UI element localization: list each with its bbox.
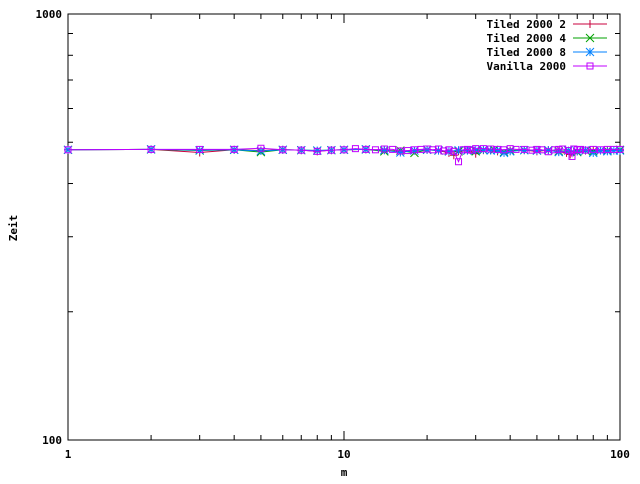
data-point-series-4: [589, 145, 597, 153]
data-point-series-4: [257, 144, 265, 152]
x-tick-label: 10: [337, 448, 350, 461]
data-point-series-4: [582, 146, 590, 154]
legend-label: Vanilla 2000: [487, 60, 566, 73]
data-point-series-4: [520, 145, 528, 153]
data-point-series-4: [435, 145, 443, 153]
data-point-series-4: [459, 146, 467, 154]
data-point-series-4: [371, 146, 379, 154]
data-point-series-4: [479, 145, 487, 153]
data-point-series-4: [445, 146, 453, 154]
data-point-series-4: [230, 145, 238, 153]
data-point-series-4: [538, 146, 546, 154]
series-layer: [63, 144, 625, 166]
data-point-series-4: [313, 147, 321, 155]
data-point-series-4: [533, 145, 541, 153]
x-tick-label: 1: [65, 448, 72, 461]
y-axis-ticks: 100 1000: [36, 8, 620, 447]
data-point-series-4: [380, 145, 388, 153]
series-line-4: [67, 147, 620, 164]
data-point-series-4: [147, 145, 155, 153]
data-point-series-4: [555, 145, 563, 153]
data-point-series-4: [512, 145, 520, 153]
y-tick-label: 1000: [36, 8, 63, 21]
plot-frame: [67, 13, 621, 441]
data-point-series-4: [487, 145, 495, 153]
data-point-series-4: [463, 145, 471, 153]
data-point-series-4: [597, 146, 605, 154]
data-point-series-4: [64, 146, 72, 154]
data-point-series-4: [396, 147, 404, 155]
data-point-series-4: [362, 145, 370, 153]
x-tick-label: 100: [610, 448, 630, 461]
data-point-series-4: [577, 145, 585, 153]
data-point-series-4: [472, 145, 480, 153]
data-point-series-4: [389, 145, 397, 153]
x-axis-ticks: 1 10 100: [65, 14, 630, 461]
data-point-series-4: [404, 147, 412, 155]
x-axis-label: m: [341, 466, 348, 479]
legend-label: Tiled 2000 4: [487, 32, 567, 45]
data-point-series-4: [551, 146, 559, 154]
legend-label: Tiled 2000 2: [487, 18, 566, 31]
data-point-series-4: [564, 147, 572, 155]
data-point-series-4: [455, 158, 463, 166]
legend-marker: [586, 20, 594, 28]
y-tick-label: 100: [42, 434, 62, 447]
data-point-series-4: [327, 146, 335, 154]
data-point-series-4: [568, 152, 576, 160]
data-point-series-4: [468, 146, 476, 154]
data-point-series-1: [449, 151, 458, 160]
data-point-series-4: [616, 145, 624, 153]
y-axis-label: Zeit: [7, 215, 20, 242]
data-point-series-4: [351, 145, 359, 153]
data-point-series-4: [450, 147, 458, 155]
data-point-series-4: [196, 145, 204, 153]
data-point-series-4: [279, 146, 287, 154]
data-point-series-4: [528, 146, 536, 154]
legend-marker: [585, 47, 595, 57]
legend-label: Tiled 2000 8: [487, 46, 566, 59]
data-point-series-4: [440, 147, 448, 155]
data-point-series-4: [297, 146, 305, 154]
legend-marker: [586, 62, 594, 70]
data-point-series-4: [340, 146, 348, 154]
legend-marker: [585, 33, 595, 43]
